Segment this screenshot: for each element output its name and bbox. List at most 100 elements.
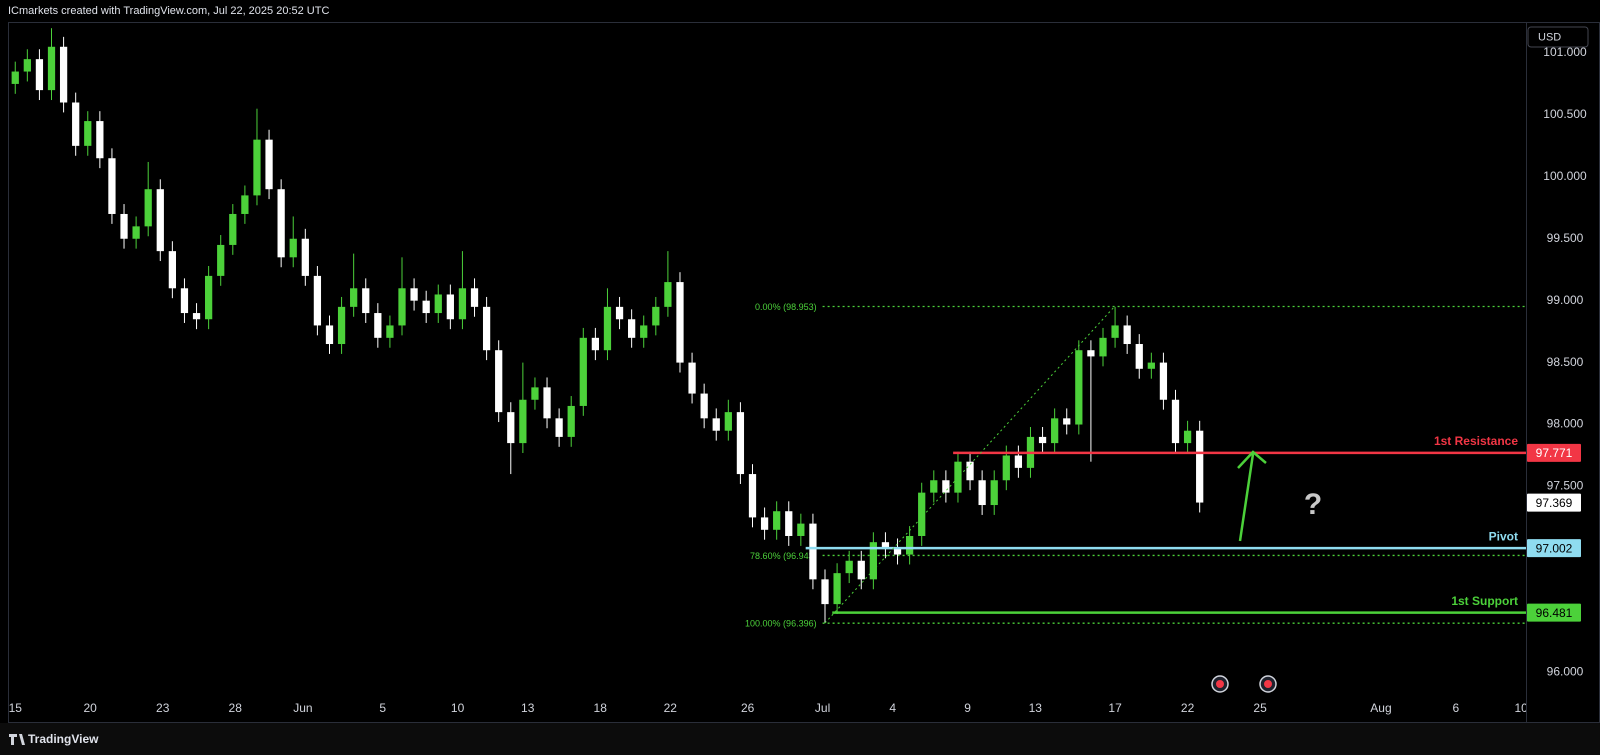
- level-price-label: 97.002: [1536, 541, 1573, 555]
- candle-body: [1135, 344, 1143, 369]
- candle-body: [47, 46, 56, 91]
- candle-body: [869, 542, 877, 580]
- x-tick-label: 6: [1453, 701, 1460, 715]
- x-tick-label: 15: [9, 701, 23, 715]
- candle-body: [688, 362, 696, 394]
- y-tick-label: 98.500: [1547, 355, 1584, 369]
- candle-body: [362, 288, 370, 314]
- y-tick-label: 100.000: [1543, 169, 1587, 183]
- currency-box[interactable]: [1527, 26, 1589, 48]
- x-tick-label: 13: [1029, 701, 1043, 715]
- x-axis: 15 20 23 28 Jun 5 10 13 18 22 26 Jul 4 9 13 17 22 25 Aug 6 1…: [9, 701, 1526, 715]
- candle-body: [108, 158, 116, 214]
- y-axis: 96.000 97.500 98.000 98.500 99.000 99.500 100.…: [1527, 45, 1587, 678]
- level-price-box: [1527, 539, 1581, 558]
- candle-body: [374, 313, 382, 338]
- candle-body: [966, 461, 974, 481]
- candle-body: [797, 523, 805, 536]
- event-icon-flag: [1216, 680, 1224, 688]
- y-tick-label: 99.500: [1547, 231, 1584, 245]
- candle-body: [253, 139, 261, 196]
- candle-body: [59, 46, 68, 103]
- candle-body: [35, 59, 44, 91]
- level-price-box: [1527, 603, 1581, 622]
- candle-body: [724, 412, 732, 431]
- candle-body: [156, 189, 164, 252]
- candle-body: [760, 517, 769, 530]
- candle-body: [1171, 399, 1180, 444]
- candle-body: [434, 294, 442, 314]
- candle-body: [1111, 325, 1119, 338]
- candle-body: [652, 306, 660, 326]
- x-tick-label: Aug: [1370, 701, 1391, 715]
- fib-label: 100.00% (96.396): [745, 619, 817, 629]
- header: ICmarkets created with TradingView.com, …: [8, 5, 329, 17]
- y-tick-label: 97.500: [1547, 479, 1584, 493]
- candle-body: [1087, 350, 1095, 357]
- level-name: 1st Support: [1451, 594, 1518, 608]
- candle-body: [410, 288, 418, 301]
- candle-body: [1099, 337, 1107, 357]
- candle-body: [736, 412, 745, 475]
- level-name: 1st Resistance: [1434, 434, 1518, 448]
- x-tick-label: 17: [1108, 701, 1122, 715]
- x-tick-label: 9: [964, 701, 971, 715]
- x-tick-label: 5: [379, 701, 386, 715]
- candle-body: [519, 399, 527, 444]
- plot-area: 0.00% (98.953) 78.60% (96.943) 100.00% (96…: [11, 28, 1526, 629]
- candle-body: [579, 337, 587, 406]
- candle-body: [289, 238, 297, 258]
- candle-body: [712, 418, 720, 431]
- y-tick-label: 100.500: [1543, 107, 1587, 121]
- candle-body: [905, 535, 914, 555]
- y-tick-label: 98.000: [1547, 417, 1584, 431]
- candle-body: [531, 387, 539, 400]
- annotation: ?: [1304, 488, 1322, 521]
- last-price-label: 97.369: [1536, 496, 1573, 510]
- candle-body: [978, 480, 986, 506]
- candle-body: [470, 288, 479, 307]
- candle-body: [821, 579, 829, 605]
- trend-line: [824, 305, 1116, 624]
- fib-label: 78.60% (96.943): [750, 551, 817, 561]
- candle-body: [180, 288, 189, 314]
- currency[interactable]: USD: [1538, 31, 1561, 43]
- arrow: [1238, 453, 1255, 542]
- candle-body: [72, 102, 80, 146]
- candle-body: [676, 282, 684, 363]
- brand-logo: [9, 734, 25, 745]
- candle-body: [1051, 418, 1059, 444]
- fib-label: 0.00% (98.953): [755, 302, 817, 312]
- y-tick-label: 101.000: [1543, 45, 1587, 59]
- candle-body: [700, 393, 708, 419]
- x-tick-label: Jul: [815, 701, 830, 715]
- x-tick-label: 26: [741, 701, 755, 715]
- candle-body: [1075, 350, 1083, 425]
- candle-body: [1147, 362, 1155, 369]
- x-tick-label: 18: [594, 701, 608, 715]
- x-tick-label: 28: [229, 701, 243, 715]
- candle-body: [990, 480, 998, 506]
- candle-body: [640, 325, 648, 338]
- candle-body: [845, 560, 853, 574]
- candle-body: [350, 288, 358, 307]
- candle-body: [398, 288, 406, 326]
- candle-body: [603, 306, 612, 351]
- candle-body: [132, 226, 140, 239]
- candle-body: [458, 288, 467, 320]
- x-tick-label: 4: [889, 701, 896, 715]
- candle-body: [144, 189, 152, 227]
- candle-body: [120, 213, 128, 239]
- candle-body: [930, 480, 938, 493]
- candle-body: [942, 480, 950, 493]
- candle-body: [1123, 325, 1131, 345]
- candle-body: [1014, 455, 1023, 468]
- candle-body: [1038, 436, 1047, 444]
- x-tick-label: 20: [84, 701, 98, 715]
- candle-body: [615, 306, 624, 320]
- candle-body: [809, 523, 817, 580]
- candle-body: [543, 387, 551, 419]
- candle-body: [337, 306, 346, 345]
